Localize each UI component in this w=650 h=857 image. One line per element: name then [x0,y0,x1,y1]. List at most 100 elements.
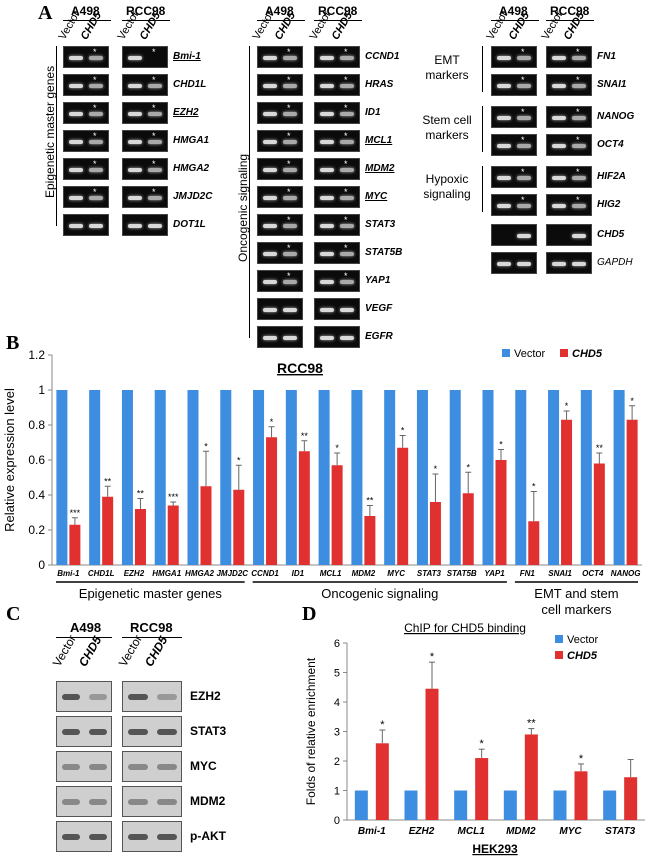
gel-image: * [257,158,303,180]
bar-vector [603,790,617,820]
gel-band [89,112,103,116]
significance-mark: ** [366,496,374,506]
gel-band [517,176,531,180]
side-label-emt: EMT markers [425,53,469,82]
gene-label-HMGA1: HMGA1 [173,135,210,146]
asterisk: * [93,159,97,169]
gel-image: * [491,166,537,188]
gel-band [148,168,162,172]
gel-image [257,298,303,320]
x-category-label: NANOG [611,569,641,578]
gel-band [572,176,586,180]
gel-image [314,298,360,320]
gel-band [572,144,586,148]
gel-band [263,84,277,88]
gel-band [283,224,297,228]
gene-label-CCND1: CCND1 [365,51,400,62]
bar-vector [285,390,297,565]
panel-label-a: A [38,2,53,24]
x-category-label: Bmi-1 [57,569,80,578]
gel-band [572,204,586,208]
bar-vector [154,390,166,565]
x-category-label: EZH2 [409,826,435,837]
gel-band [283,168,297,172]
blot-image [56,716,112,747]
significance-mark: *** [168,492,179,502]
asterisk: * [152,159,156,169]
gel-band [69,112,83,116]
lane-label: Vector [115,632,146,669]
gel-band [517,204,531,208]
x-category-label: OCT4 [582,569,604,578]
significance-mark: ** [527,718,536,730]
gel-band [283,56,297,60]
gel-band [283,252,297,256]
x-axis-label: HEK293 [472,842,518,856]
bar-vector [318,390,330,565]
gel-band [89,84,103,88]
asterisk: * [93,103,97,113]
asterisk: * [93,75,97,85]
asterisk: * [521,195,525,205]
gel-band [128,224,142,228]
gel-image: * [546,106,592,128]
blot-band [62,834,80,840]
y-tick-label: 3 [334,727,340,739]
chart-d-chip-enrichment: 0 1 2 3 4 5 6 Folds of relative enrichment ChIP … [305,621,645,856]
gel-band [69,168,83,172]
gel-band [517,262,531,266]
gene-label-SNAI1: SNAI1 [597,79,627,90]
gene-label-YAP1: YAP1 [365,275,391,286]
x-category-label: STAT5B [447,569,477,578]
bar-vector [253,390,265,565]
cell-line-underline [491,20,539,21]
gel-band [497,56,511,60]
blot-image [56,821,112,852]
x-category-label: MDM2 [506,826,536,837]
gel-band [572,116,586,120]
gel-band [517,116,531,120]
x-category-label: HMGA1 [152,569,181,578]
gene-label-FN1: FN1 [597,51,616,62]
significance-mark: * [380,719,385,731]
gel-band [340,336,354,340]
bar-vector [404,790,418,820]
significance-mark: * [401,426,405,436]
gel-image: * [257,74,303,96]
gel-band [340,56,354,60]
bar-chd5 [495,460,507,565]
gel-image: * [314,74,360,96]
group-bracket [482,106,483,152]
asterisk: * [521,75,525,85]
gel-image: * [63,186,109,208]
asterisk: * [344,159,348,169]
group-label: EMT and stem [534,586,618,601]
asterisk: * [576,47,580,57]
gel-band [263,196,277,200]
y-tick-label: 2 [334,756,340,768]
cell-line-underline [63,20,111,21]
gel-image [63,214,109,236]
gel-band [320,140,334,144]
cell-line-underline [314,20,362,21]
bar-chd5 [528,521,540,565]
gel-image: * [314,46,360,68]
group-bracket [249,46,250,338]
gene-label-CHD5: CHD5 [597,229,625,240]
lane-label: Vector [250,8,277,42]
gel-image: * [546,74,592,96]
gel-band [89,224,103,228]
gel-image [491,252,537,274]
gene-label-MYC: MYC [365,191,388,202]
significance-mark: * [466,462,470,472]
blot-band [128,799,148,805]
bar-vector [56,390,68,565]
gel-image: * [314,102,360,124]
gel-image: * [122,130,168,152]
significance-mark: ** [137,489,145,499]
gel-band [497,176,511,180]
gel-band [128,196,142,200]
y-tick-label: 0.4 [28,488,45,502]
asterisk: * [576,107,580,117]
x-category-label: JMJD2C [216,569,248,578]
